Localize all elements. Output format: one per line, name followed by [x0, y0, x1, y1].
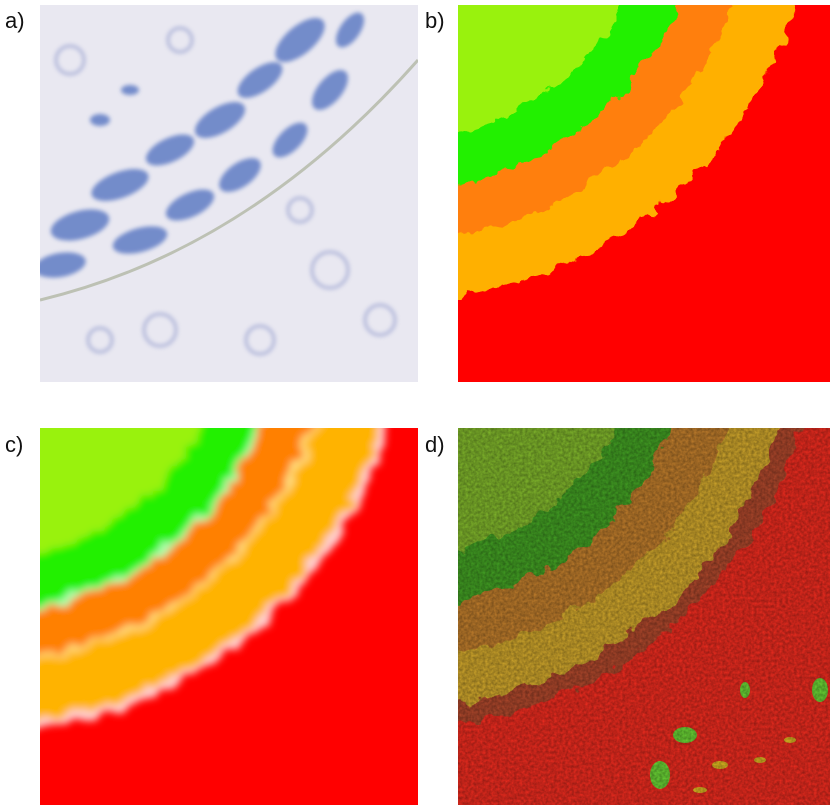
panel-label: b)	[425, 8, 445, 33]
panel-a-image	[32, 5, 418, 382]
panel-label: c)	[5, 432, 23, 457]
panel-label: d)	[425, 432, 445, 457]
panel-label: a)	[5, 8, 25, 33]
figure: a) b) c)	[0, 0, 831, 807]
